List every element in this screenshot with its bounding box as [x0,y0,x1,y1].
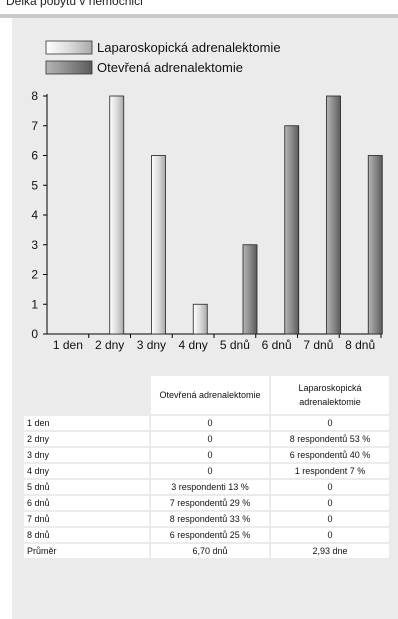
table-cell: 7 respondentů 29 % [151,496,269,510]
bars [109,95,383,335]
y-tick-label-2: 2 [31,268,38,282]
table-row: Průměr 6,70 dnů 2,93 dne [24,544,389,558]
header-text: Délka pobytu v nemocnici [6,0,143,8]
table-cell: 0 [151,448,269,462]
table-row-label: 1 den [24,416,149,430]
table-cell: 6,70 dnů [151,544,269,558]
table-row: 8 dnů 6 respondentů 25 % 0 [24,528,389,542]
bar-chart: Laparoskopická adrenalektomie Otevřená ad… [31,40,383,352]
legend: Laparoskopická adrenalektomie Otevřená ad… [45,40,281,75]
table-cell: 3 respondenti 13 % [151,480,269,494]
table-row-label: 2 dny [24,432,149,446]
bar-s1-6 [326,95,341,335]
table-cell: 8 respondentů 53 % [271,432,389,446]
header-strip: Délka pobytu v nemocnici [0,0,398,16]
table-cell: 2,93 dne [271,544,389,558]
bar-s0-3 [192,303,208,335]
table-cell: 0 [151,464,269,478]
table-cell: 0 [151,432,269,446]
y-tick-label-8: 8 [31,89,38,103]
table-row: 6 dnů 7 respondentů 29 % 0 [24,496,389,510]
data-table: Otevřená adrenalektomie Laparoskopická a… [22,374,391,560]
table-body: 1 den 0 0 2 dny 0 8 respondentů 53 % 3 dny 0 6 r… [24,416,389,558]
y-tick-label-3: 3 [31,238,38,252]
table-cell: 0 [151,416,269,430]
bar-s1-7 [367,155,383,335]
table-row-label: 4 dny [24,464,149,478]
table-row-label: 6 dnů [24,496,149,510]
legend-swatch-1 [45,60,93,75]
y-tick-label-4: 4 [31,208,38,222]
table-cell: 6 respondentů 40 % [271,448,389,462]
table-header-laparoscopic: Laparoskopická adrenalektomie [271,376,389,414]
y-tick-label-1: 1 [31,297,38,311]
table-row: 7 dnů 8 respondentů 33 % 0 [24,512,389,526]
table-row-label: Průměr [24,544,149,558]
figure-panel: Laparoskopická adrenalektomie Otevřená ad… [12,18,398,619]
x-tick-label-1: 2 dny [95,338,124,352]
bar-s0-2 [151,155,166,335]
x-tick-label-5: 6 dnů [262,338,292,352]
table-cell: 6 respondentů 25 % [151,528,269,542]
axes: 0 1 2 3 4 5 6 7 8 1 den 2 dny 3 dny 4 dny 5 dnů 6 dnů 7… [31,89,382,352]
bar-s1-4 [242,244,258,335]
y-tick-label-5: 5 [31,178,38,192]
table-row: 3 dny 0 6 respondentů 40 % [24,448,389,462]
header-rule [0,14,398,18]
table-row: 4 dny 0 1 respondent 7 % [24,464,389,478]
table-cell: 0 [271,512,389,526]
table-cell: 0 [271,496,389,510]
x-tick-label-0: 1 den [53,338,83,352]
table-header-blank [24,376,149,414]
x-tick-label-6: 7 dnů [303,338,333,352]
table-row: 2 dny 0 8 respondentů 53 % [24,432,389,446]
table-cell: 8 respondentů 33 % [151,512,269,526]
bar-s1-5 [284,125,300,335]
x-tick-label-3: 4 dny [178,338,207,352]
bar-s0-1 [109,95,125,335]
x-tick-label-2: 3 dny [137,338,166,352]
table-row-label: 7 dnů [24,512,149,526]
table-cell: 1 respondent 7 % [271,464,389,478]
table-row-label: 5 dnů [24,480,149,494]
table-row-label: 8 dnů [24,528,149,542]
legend-swatch-0 [45,40,93,55]
table-cell: 0 [271,416,389,430]
table-cell: 0 [271,480,389,494]
table-row: 5 dnů 3 respondenti 13 % 0 [24,480,389,494]
legend-label-0: Laparoskopická adrenalektomie [97,40,281,55]
table-header-row: Otevřená adrenalektomie Laparoskopická a… [24,376,389,414]
x-tick-label-7: 8 dnů [345,338,375,352]
y-tick-label-6: 6 [31,149,38,163]
table-row-label: 3 dny [24,448,149,462]
y-tick-label-0: 0 [31,327,38,341]
table-cell: 0 [271,528,389,542]
y-tick-label-7: 7 [31,119,38,133]
legend-label-1: Otevřená adrenalektomie [97,60,243,75]
table-row: 1 den 0 0 [24,416,389,430]
table-header-open: Otevřená adrenalektomie [151,376,269,414]
x-tick-label-4: 5 dnů [220,338,250,352]
